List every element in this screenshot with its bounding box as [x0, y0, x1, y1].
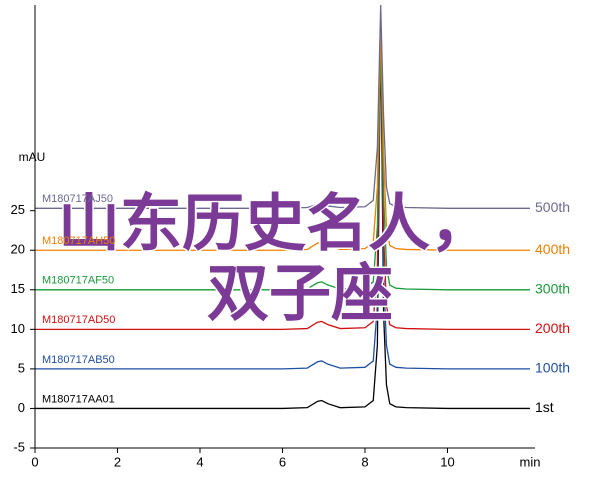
series-name: M180717AA01 — [42, 393, 115, 405]
watermark-text: 山东历史名人， — [58, 189, 492, 258]
y-tick-label: 0 — [18, 400, 25, 415]
x-tick-label: 0 — [31, 454, 38, 469]
x-axis-label: min — [520, 454, 541, 469]
trace-line — [35, 28, 530, 410]
trace-line — [35, 20, 530, 251]
x-tick-label: 8 — [361, 454, 368, 469]
series-end-label: 100th — [535, 360, 570, 376]
watermark-text: 双子座 — [207, 259, 393, 328]
series-name: M180717AH50 — [42, 235, 115, 247]
trace-line — [35, 28, 530, 330]
y-tick-label: 20 — [11, 242, 25, 257]
y-axis-label: mAU — [19, 150, 46, 164]
x-tick-label: 4 — [196, 454, 203, 469]
y-tick-label: 5 — [18, 360, 25, 375]
x-tick-label: 2 — [114, 454, 121, 469]
series-end-label: 400th — [535, 241, 570, 257]
trace-line — [35, 36, 530, 291]
trace-line — [35, 5, 530, 209]
series-end-label: 500th — [535, 199, 570, 215]
series-name: M180717AB50 — [42, 354, 115, 366]
x-tick-label: 6 — [279, 454, 286, 469]
watermark: 山东历史名人，双子座 — [56, 188, 493, 330]
series-end-label: 1st — [535, 399, 554, 415]
y-tick-label: 15 — [11, 281, 25, 296]
plot-area — [35, 5, 530, 410]
y-tick-label: -5 — [13, 439, 25, 454]
series-end-label: 200th — [535, 320, 570, 336]
y-tick-label: 25 — [11, 202, 25, 217]
series-end-label: 300th — [535, 280, 570, 296]
y-tick-label: 10 — [11, 321, 25, 336]
series-name: M180717AF50 — [42, 275, 114, 287]
trace-line — [35, 20, 530, 370]
series-name: M180717AJ50 — [42, 193, 113, 205]
series-name: M180717AD50 — [42, 314, 115, 326]
x-tick-label: 10 — [440, 454, 454, 469]
